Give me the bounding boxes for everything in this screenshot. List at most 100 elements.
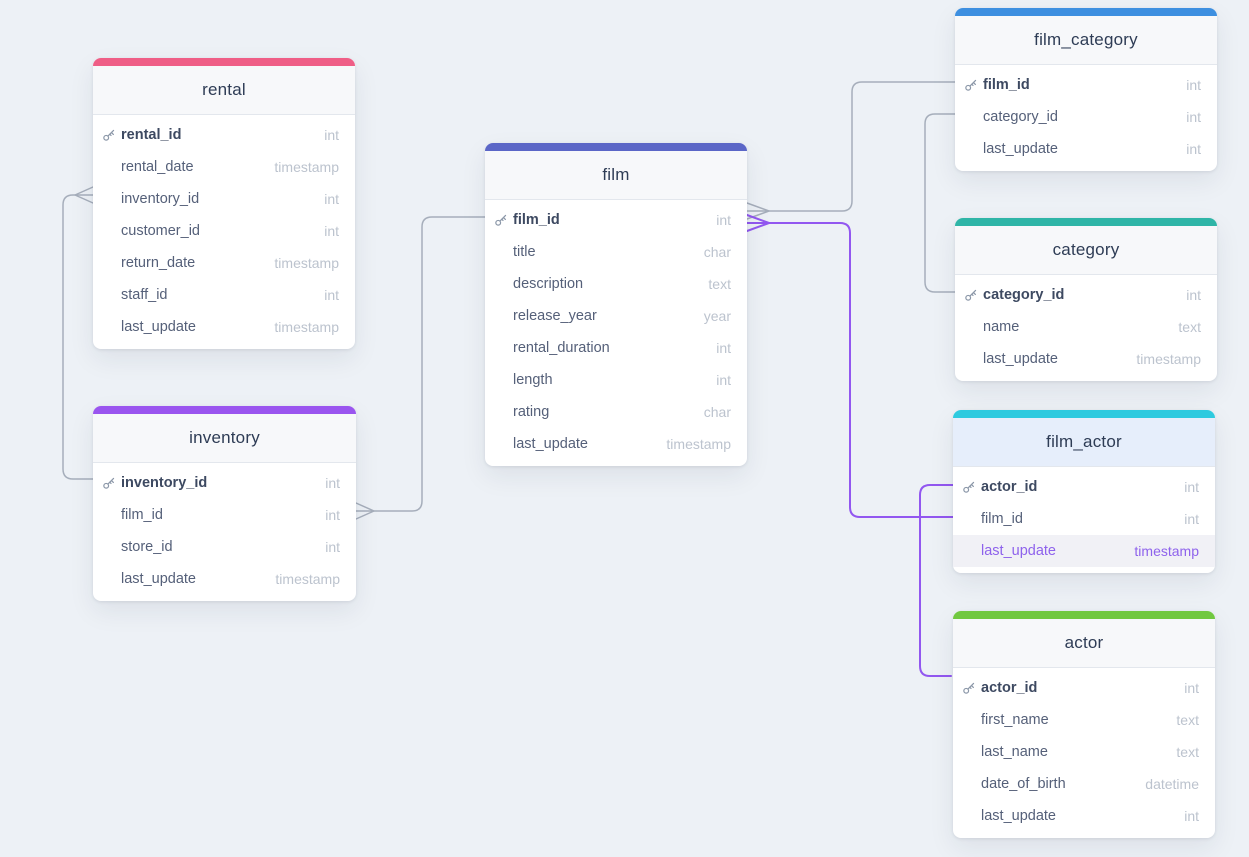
table-field-row[interactable]: category_id int bbox=[955, 279, 1217, 311]
table-field-row[interactable]: actor_id int bbox=[953, 471, 1215, 503]
field-name: rental_duration bbox=[513, 340, 610, 356]
table-field-row[interactable]: film_id int bbox=[953, 503, 1215, 535]
primary-key-icon bbox=[964, 78, 978, 92]
table-field-row[interactable]: film_id int bbox=[485, 204, 747, 236]
field-name: film_id bbox=[513, 212, 560, 228]
field-name: category_id bbox=[983, 287, 1065, 303]
table-field-row[interactable]: release_year year bbox=[485, 300, 747, 332]
table-field-row[interactable]: rental_date timestamp bbox=[93, 151, 355, 183]
field-name: description bbox=[513, 276, 584, 292]
table-field-row[interactable]: inventory_id int bbox=[93, 467, 356, 499]
field-type: int bbox=[324, 287, 339, 303]
table-header[interactable]: film bbox=[485, 151, 747, 200]
table-title: actor bbox=[1064, 633, 1104, 652]
table-field-row[interactable]: film_id int bbox=[955, 69, 1217, 101]
relationship-line[interactable] bbox=[355, 502, 375, 520]
field-name: rating bbox=[513, 404, 550, 420]
table-card-category[interactable]: category category_id int name text last_… bbox=[955, 218, 1217, 381]
field-name: rental_date bbox=[121, 159, 194, 175]
table-field-row[interactable]: last_update timestamp bbox=[93, 563, 356, 595]
table-card-rental[interactable]: rental rental_id int rental_date timesta… bbox=[93, 58, 355, 349]
table-field-row[interactable]: description text bbox=[485, 268, 747, 300]
table-field-row[interactable]: return_date timestamp bbox=[93, 247, 355, 279]
table-field-row[interactable]: store_id int bbox=[93, 531, 356, 563]
table-header[interactable]: film_actor bbox=[953, 418, 1215, 467]
table-fields: rental_id int rental_date timestamp inve… bbox=[93, 115, 355, 349]
field-name: last_name bbox=[981, 744, 1048, 760]
table-card-film_actor[interactable]: film_actor actor_id int film_id int last… bbox=[953, 410, 1215, 573]
table-field-row[interactable]: category_id int bbox=[955, 101, 1217, 133]
field-type: text bbox=[1176, 744, 1199, 760]
table-header[interactable]: rental bbox=[93, 66, 355, 115]
table-field-row[interactable]: last_update timestamp bbox=[485, 428, 747, 460]
relationship-line[interactable] bbox=[74, 186, 94, 204]
field-name: release_year bbox=[513, 308, 597, 324]
field-name: name bbox=[983, 319, 1020, 335]
table-card-inventory[interactable]: inventory inventory_id int film_id int s… bbox=[93, 406, 356, 601]
table-field-row[interactable]: date_of_birth datetime bbox=[953, 768, 1215, 800]
field-type: text bbox=[708, 276, 731, 292]
field-name: inventory_id bbox=[121, 191, 200, 207]
relationship-line[interactable] bbox=[746, 214, 770, 232]
field-type: int bbox=[716, 340, 731, 356]
field-name: staff_id bbox=[121, 287, 168, 303]
table-field-row[interactable]: film_id int bbox=[93, 499, 356, 531]
field-name: last_update bbox=[983, 351, 1058, 367]
field-type: timestamp bbox=[274, 255, 339, 271]
relationship-line[interactable] bbox=[919, 484, 954, 677]
field-type: int bbox=[1184, 511, 1199, 527]
table-card-film_category[interactable]: film_category film_id int category_id in… bbox=[955, 8, 1217, 171]
relationship-line[interactable] bbox=[746, 81, 956, 212]
field-name: film_id bbox=[983, 77, 1030, 93]
table-field-row[interactable]: last_update timestamp bbox=[93, 311, 355, 343]
field-name: last_update bbox=[981, 543, 1056, 559]
table-field-row[interactable]: last_update timestamp bbox=[955, 343, 1217, 375]
field-name: film_id bbox=[121, 507, 163, 523]
field-type: int bbox=[324, 223, 339, 239]
field-type: int bbox=[1186, 109, 1201, 125]
field-type: int bbox=[325, 507, 340, 523]
table-card-actor[interactable]: actor actor_id int first_name text last_… bbox=[953, 611, 1215, 838]
field-type: int bbox=[716, 212, 731, 228]
table-header[interactable]: film_category bbox=[955, 16, 1217, 65]
table-accent-bar bbox=[953, 410, 1215, 418]
table-field-row[interactable]: last_update timestamp bbox=[953, 535, 1215, 567]
table-field-row[interactable]: last_update int bbox=[955, 133, 1217, 165]
table-header[interactable]: inventory bbox=[93, 414, 356, 463]
table-field-row[interactable]: title char bbox=[485, 236, 747, 268]
relationship-line[interactable] bbox=[746, 202, 770, 220]
relationship-line[interactable] bbox=[355, 216, 486, 512]
table-title: film bbox=[602, 165, 630, 184]
field-name: customer_id bbox=[121, 223, 200, 239]
table-accent-bar bbox=[955, 218, 1217, 226]
relationship-line[interactable] bbox=[924, 113, 956, 293]
table-field-row[interactable]: inventory_id int bbox=[93, 183, 355, 215]
field-type: datetime bbox=[1145, 776, 1199, 792]
field-type: int bbox=[324, 191, 339, 207]
table-field-row[interactable]: last_update int bbox=[953, 800, 1215, 832]
primary-key-icon bbox=[964, 288, 978, 302]
table-field-row[interactable]: rental_duration int bbox=[485, 332, 747, 364]
field-type: int bbox=[324, 127, 339, 143]
field-type: timestamp bbox=[274, 159, 339, 175]
table-field-row[interactable]: length int bbox=[485, 364, 747, 396]
table-field-row[interactable]: last_name text bbox=[953, 736, 1215, 768]
primary-key-icon bbox=[494, 213, 508, 227]
relationship-line[interactable] bbox=[62, 194, 94, 480]
table-field-row[interactable]: first_name text bbox=[953, 704, 1215, 736]
table-card-film[interactable]: film film_id int title char description … bbox=[485, 143, 747, 466]
table-accent-bar bbox=[93, 406, 356, 414]
field-name: title bbox=[513, 244, 536, 260]
table-title: category bbox=[1052, 240, 1120, 259]
table-field-row[interactable]: name text bbox=[955, 311, 1217, 343]
table-header[interactable]: category bbox=[955, 226, 1217, 275]
table-header[interactable]: actor bbox=[953, 619, 1215, 668]
table-field-row[interactable]: staff_id int bbox=[93, 279, 355, 311]
field-type: char bbox=[703, 404, 731, 420]
relationship-line[interactable] bbox=[746, 222, 954, 518]
table-field-row[interactable]: rating char bbox=[485, 396, 747, 428]
table-field-row[interactable]: customer_id int bbox=[93, 215, 355, 247]
table-field-row[interactable]: actor_id int bbox=[953, 672, 1215, 704]
table-field-row[interactable]: rental_id int bbox=[93, 119, 355, 151]
